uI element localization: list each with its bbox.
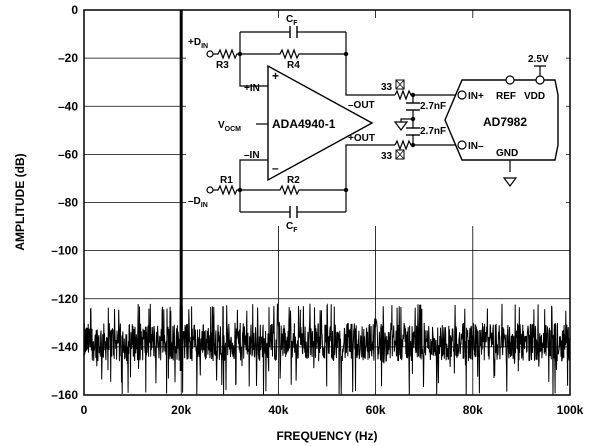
x-tick-label: 60k xyxy=(366,403,386,417)
pout-label: +OUT xyxy=(348,133,375,144)
r33-top-label: 33 xyxy=(381,82,393,93)
r1-label: R1 xyxy=(220,175,233,186)
x-tick-label: 100k xyxy=(557,403,584,417)
wire-feedback-top xyxy=(239,32,268,87)
cap1-label: 2.7nF xyxy=(420,101,446,112)
wire-feedback-bot xyxy=(239,159,268,212)
cap2-label: 2.7nF xyxy=(420,126,446,137)
x-tick-label: 20k xyxy=(171,403,191,417)
vdd-wire xyxy=(534,65,546,76)
noise-floor-trace xyxy=(83,300,571,396)
adc-block xyxy=(444,79,559,161)
vocm-label: VOCM xyxy=(218,120,241,133)
y-tick-label: 0 xyxy=(71,3,78,17)
r1-resistor xyxy=(213,184,240,196)
r2-resistor xyxy=(240,184,346,196)
adc-in-minus-label: IN– xyxy=(468,141,484,152)
ndin-label: –DIN xyxy=(188,196,208,209)
r33-bot-resistor xyxy=(394,139,460,151)
y-tick-label: –120 xyxy=(51,292,78,306)
cf-top-label: CF xyxy=(286,14,298,27)
y-tick-label: –20 xyxy=(58,51,78,65)
x-tick-label: 40k xyxy=(268,403,288,417)
ground-icon xyxy=(502,177,518,187)
cap-ground-wire xyxy=(400,118,413,122)
x-tick-label: 80k xyxy=(463,403,483,417)
y-tick-label: –160 xyxy=(51,388,78,402)
nout-label: –OUT xyxy=(348,100,375,111)
r3-label: R3 xyxy=(216,60,229,71)
r3-resistor xyxy=(213,48,240,60)
r33-bot-label: 33 xyxy=(381,151,393,162)
r4-resistor xyxy=(240,48,346,60)
adc-in-plus-terminal xyxy=(457,90,467,100)
adc-gnd-label: GND xyxy=(496,148,518,159)
r33-top-resistor xyxy=(394,89,460,101)
circuit-schematic: +DIN R3 CF R4 +IN –DIN R1 R2 CF –IN + – xyxy=(186,14,566,234)
pin-label: +IN xyxy=(244,83,260,94)
adc-in-minus-terminal xyxy=(457,140,467,150)
crossed-box-icon xyxy=(395,149,405,160)
pdin-terminal xyxy=(206,50,214,58)
adc-ref-label: REF xyxy=(496,91,516,102)
amplifier-triangle xyxy=(267,64,374,182)
amplifier-label: ADA4940-1 xyxy=(272,117,336,131)
adc-vdd-label: VDD xyxy=(524,91,545,102)
supply-voltage-label: 2.5V xyxy=(528,54,549,65)
pdin-label: +DIN xyxy=(188,37,208,50)
r2-label: R2 xyxy=(287,175,300,186)
ndin-terminal xyxy=(206,186,214,194)
wire-nout xyxy=(345,32,395,96)
amp-minus-sign: – xyxy=(272,161,279,175)
y-tick-label: –80 xyxy=(58,196,78,210)
adc-ref-terminal xyxy=(505,75,515,85)
x-axis-title: FREQUENCY (Hz) xyxy=(276,429,377,443)
crossed-box-icon xyxy=(395,79,405,90)
y-tick-labels: 0 –20 –40 –60 –80 –100 –120 –140 –160 xyxy=(51,3,78,402)
y-tick-label: –100 xyxy=(51,244,78,258)
wire-pout xyxy=(345,144,395,212)
y-tick-label: –60 xyxy=(58,147,78,161)
adc-vdd-terminal xyxy=(535,75,545,85)
x-tick-labels: 0 20k 40k 60k 80k 100k xyxy=(81,403,584,417)
r4-label: R4 xyxy=(287,60,300,71)
adc-in-plus-label: IN+ xyxy=(468,91,484,102)
x-tick-label: 0 xyxy=(81,403,88,417)
y-tick-label: –140 xyxy=(51,340,78,354)
y-axis-title: AMPLITUDE (dB) xyxy=(13,153,27,250)
amp-plus-sign: + xyxy=(272,69,279,83)
adc-name: AD7982 xyxy=(483,115,527,129)
ground-icon xyxy=(393,121,409,131)
y-tick-label: –40 xyxy=(58,99,78,113)
nin-label: –IN xyxy=(244,150,260,161)
cf-bot-label: CF xyxy=(286,221,298,234)
